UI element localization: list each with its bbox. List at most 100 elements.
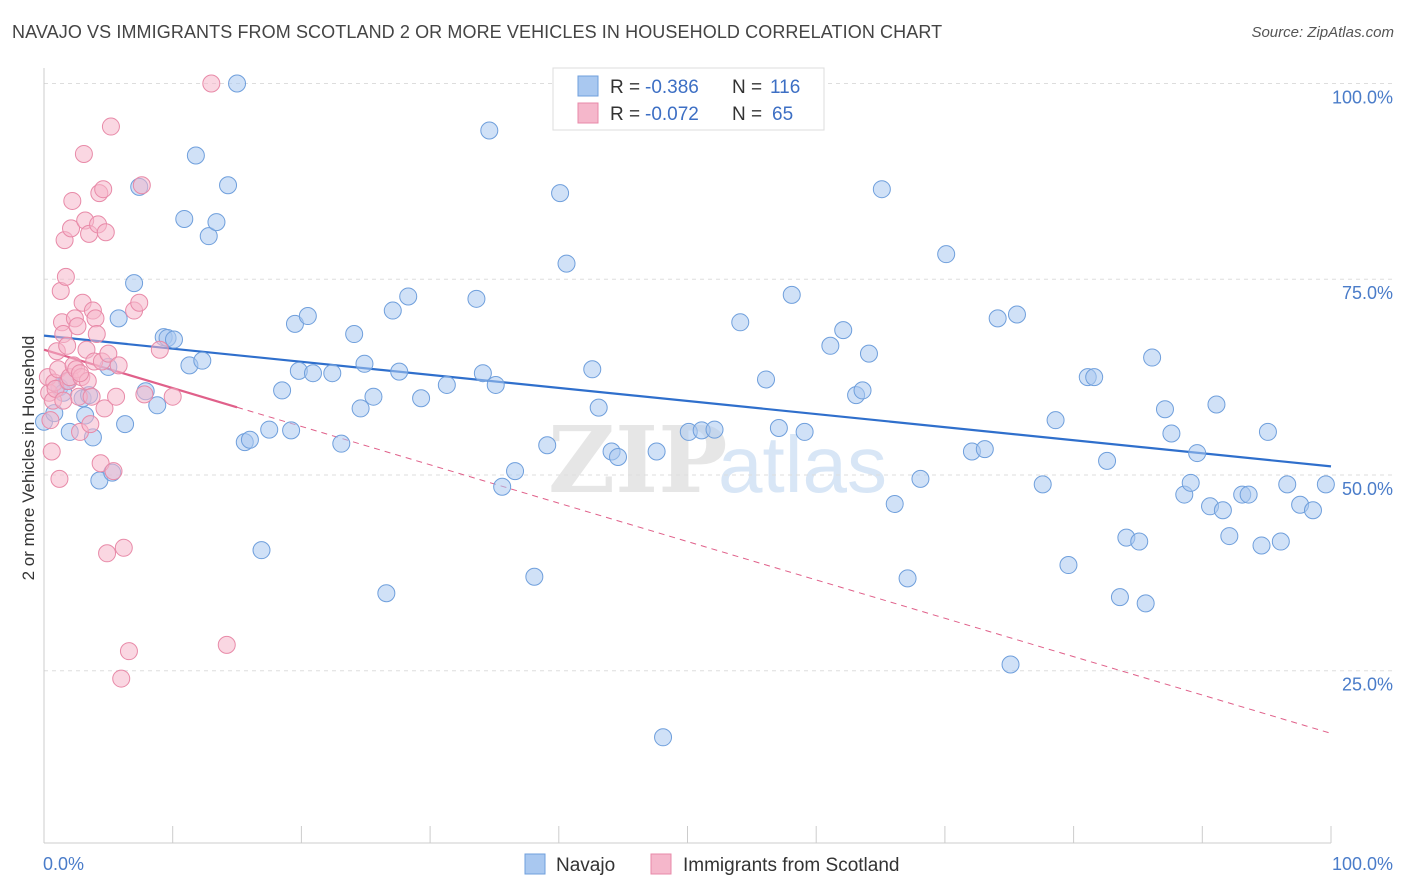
point-navajo-26 <box>199 227 218 246</box>
point-navajo-105 <box>1181 473 1200 492</box>
grid-lines <box>44 82 1392 672</box>
series-legend: Navajo Immigrants from Scotland <box>524 853 899 876</box>
point-navajo-102 <box>1155 400 1174 419</box>
point-navajo-109 <box>1213 501 1232 520</box>
point-scot-46 <box>98 544 117 563</box>
x-tick-label-0: 0.0% <box>43 854 84 874</box>
tick-labels: 25.0% 50.0% 75.0% 100.0% 0.0% 100.0% <box>43 87 1393 874</box>
point-scot-51 <box>109 356 128 375</box>
point-navajo-96 <box>1098 451 1117 470</box>
y-axis-title: 2 or more Vehicles in Household <box>19 336 38 581</box>
point-navajo-84 <box>911 469 930 488</box>
point-navajo-40 <box>323 364 342 383</box>
point-navajo-99 <box>1130 532 1149 551</box>
stats-legend-n-value-scot: 65 <box>772 104 793 125</box>
trend-line-scot-projected <box>236 406 1332 734</box>
point-scot-3 <box>42 442 61 461</box>
point-scot-58 <box>135 385 154 404</box>
point-navajo-110 <box>1220 527 1239 546</box>
point-scot-57 <box>132 176 151 195</box>
point-navajo-39 <box>303 364 322 383</box>
point-navajo-112 <box>1239 485 1258 504</box>
chart-title: NAVAJO VS IMMIGRANTS FROM SCOTLAND 2 OR … <box>12 22 943 42</box>
point-navajo-101 <box>1143 348 1162 367</box>
point-navajo-57 <box>506 462 525 481</box>
point-navajo-88 <box>988 309 1007 328</box>
point-navajo-70 <box>705 420 724 439</box>
point-navajo-113 <box>1252 536 1271 555</box>
stats-legend-swatch-navajo <box>577 75 599 97</box>
point-scot-43 <box>94 180 113 199</box>
point-navajo-62 <box>583 360 602 379</box>
trend-line-navajo <box>43 334 1332 468</box>
point-navajo-97 <box>1110 588 1129 607</box>
stats-legend-n-label-navajo: N = <box>732 77 762 98</box>
point-scot-61 <box>202 74 221 93</box>
legend-swatch-navajo <box>524 853 546 875</box>
point-navajo-106 <box>1188 444 1207 463</box>
point-navajo-66 <box>647 442 666 461</box>
point-navajo-79 <box>853 381 872 400</box>
y-tick-label-100: 100.0% <box>1332 87 1393 107</box>
point-navajo-71 <box>731 313 750 332</box>
point-navajo-80 <box>859 344 878 363</box>
point-scot-56 <box>130 293 149 312</box>
stats-legend-swatch-scot <box>577 102 599 124</box>
point-navajo-50 <box>412 389 431 408</box>
point-scot-53 <box>114 538 133 557</box>
stats-legend: R = -0.386 N = 116 R = -0.072 N = 65 <box>552 67 825 131</box>
stats-legend-n-label-scot: N = <box>732 104 762 125</box>
point-navajo-73 <box>769 419 788 438</box>
y-tick-label-75: 75.0% <box>1342 283 1393 303</box>
point-navajo-92 <box>1046 411 1065 430</box>
point-navajo-43 <box>351 399 370 418</box>
point-navajo-46 <box>377 584 396 603</box>
point-navajo-108 <box>1207 395 1226 414</box>
point-navajo-38 <box>298 307 317 326</box>
chart-source: Source: ZipAtlas.com <box>1251 24 1394 41</box>
y-tick-label-50: 50.0% <box>1342 479 1393 499</box>
point-navajo-100 <box>1136 594 1155 613</box>
point-scot-33 <box>81 415 100 434</box>
point-navajo-44 <box>355 354 374 373</box>
point-navajo-114 <box>1258 422 1277 441</box>
point-navajo-72 <box>757 370 776 389</box>
point-navajo-34 <box>273 381 292 400</box>
point-navajo-77 <box>834 321 853 340</box>
point-navajo-27 <box>207 213 226 232</box>
point-navajo-103 <box>1162 424 1181 443</box>
point-scot-62 <box>217 635 236 654</box>
point-navajo-49 <box>399 287 418 306</box>
point-navajo-56 <box>493 477 512 496</box>
point-navajo-63 <box>589 398 608 417</box>
stats-legend-r-value-navajo: -0.386 <box>645 77 699 98</box>
point-scot-50 <box>107 387 126 406</box>
point-navajo-35 <box>282 421 301 440</box>
point-navajo-42 <box>345 325 364 344</box>
point-navajo-58 <box>525 567 544 586</box>
point-navajo-118 <box>1303 501 1322 520</box>
point-navajo-74 <box>782 285 801 304</box>
point-scot-28 <box>74 144 93 163</box>
point-navajo-61 <box>557 254 576 273</box>
point-navajo-59 <box>538 436 557 455</box>
legend-label-navajo: Navajo <box>556 855 615 876</box>
point-navajo-15 <box>125 274 144 293</box>
point-navajo-21 <box>164 330 183 349</box>
point-navajo-48 <box>390 362 409 381</box>
point-scot-48 <box>101 117 120 136</box>
point-navajo-87 <box>975 440 994 459</box>
stats-legend-r-label-navajo: R = <box>610 77 640 98</box>
point-scot-60 <box>163 387 182 406</box>
point-navajo-83 <box>898 569 917 588</box>
point-navajo-119 <box>1316 475 1335 494</box>
point-scot-19 <box>63 191 82 210</box>
point-navajo-14 <box>116 415 135 434</box>
point-scot-15 <box>58 336 77 355</box>
point-navajo-18 <box>148 396 167 415</box>
point-navajo-81 <box>872 180 891 199</box>
stats-legend-r-value-scot: -0.072 <box>645 104 699 125</box>
point-navajo-47 <box>383 301 402 320</box>
point-navajo-93 <box>1059 556 1078 575</box>
